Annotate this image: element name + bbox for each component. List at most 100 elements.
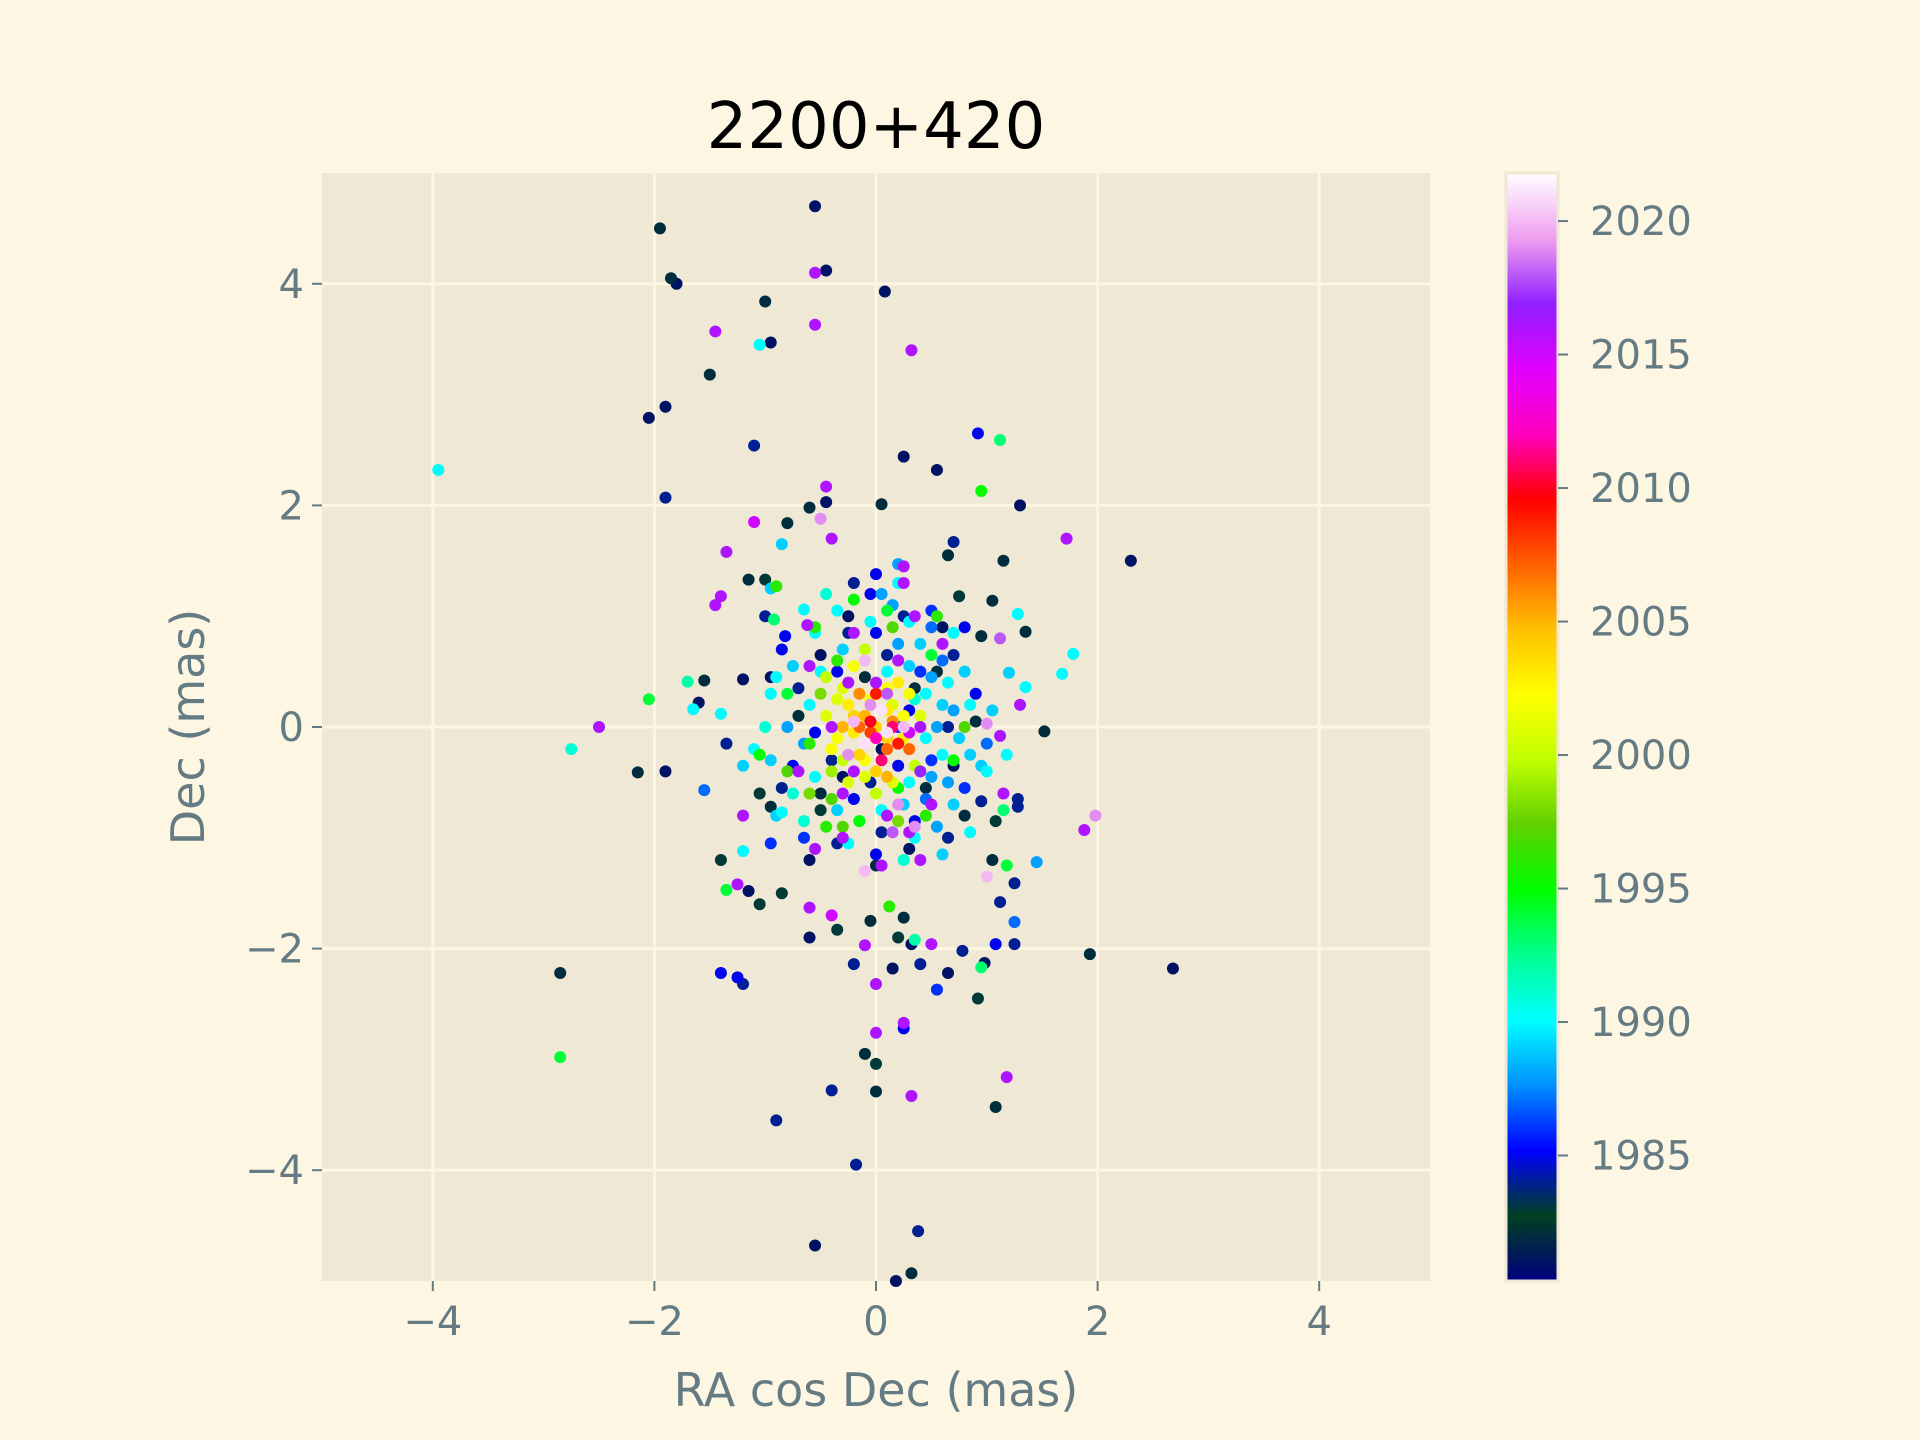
data-point bbox=[770, 580, 783, 593]
data-point bbox=[825, 765, 838, 778]
data-point bbox=[842, 776, 855, 789]
data-point bbox=[969, 687, 982, 700]
data-point bbox=[775, 806, 788, 819]
colorbar-tick-label: 1995 bbox=[1590, 867, 1692, 913]
data-point bbox=[925, 938, 938, 951]
scatter-points bbox=[432, 200, 1179, 1287]
data-point bbox=[786, 660, 799, 673]
data-point bbox=[814, 687, 827, 700]
data-point bbox=[989, 1101, 1002, 1114]
data-point bbox=[698, 784, 711, 797]
data-point bbox=[930, 721, 943, 733]
data-point bbox=[892, 637, 905, 650]
data-point bbox=[958, 721, 971, 733]
data-point bbox=[698, 674, 711, 687]
data-point bbox=[809, 1239, 822, 1252]
colorbar: 1985 1990 1995 2000 2005 2010 2015 2020 bbox=[1504, 171, 1692, 1283]
plot-area bbox=[322, 173, 1430, 1287]
data-point bbox=[709, 599, 722, 612]
x-tick-label: 0 bbox=[863, 1299, 888, 1345]
data-point bbox=[994, 434, 1007, 447]
data-point bbox=[1038, 725, 1051, 738]
data-point bbox=[925, 671, 938, 684]
data-point bbox=[803, 901, 816, 914]
data-point bbox=[942, 721, 955, 733]
data-point bbox=[905, 1089, 918, 1102]
data-point bbox=[881, 648, 894, 661]
data-point bbox=[803, 737, 816, 750]
data-point bbox=[847, 593, 860, 606]
colorbar-ticks: 1985 1990 1995 2000 2005 2010 2015 2020 bbox=[1558, 199, 1692, 1180]
y-tick-label: −4 bbox=[245, 1148, 304, 1194]
data-point bbox=[801, 619, 814, 632]
x-tick-label: −2 bbox=[625, 1299, 684, 1345]
data-point bbox=[768, 613, 781, 626]
data-point bbox=[748, 439, 761, 452]
data-point bbox=[764, 687, 777, 700]
data-point bbox=[803, 660, 816, 673]
data-point bbox=[936, 848, 949, 861]
data-point bbox=[850, 1158, 863, 1171]
x-tick-label: 2 bbox=[1085, 1299, 1110, 1345]
data-point bbox=[775, 538, 788, 551]
data-point bbox=[892, 815, 905, 828]
data-point bbox=[986, 594, 999, 607]
data-point bbox=[914, 637, 927, 650]
data-point bbox=[1002, 666, 1015, 679]
data-point bbox=[820, 264, 833, 277]
data-point bbox=[892, 759, 905, 772]
data-point bbox=[720, 737, 733, 750]
data-point bbox=[665, 272, 678, 285]
data-point bbox=[1067, 647, 1080, 660]
data-point bbox=[858, 643, 871, 656]
data-point bbox=[825, 743, 838, 756]
data-point bbox=[714, 590, 727, 603]
data-point bbox=[858, 939, 871, 952]
data-point bbox=[659, 400, 672, 413]
data-point bbox=[870, 626, 882, 639]
data-point bbox=[958, 665, 971, 678]
data-point bbox=[825, 721, 838, 733]
data-point bbox=[781, 721, 794, 733]
data-point bbox=[659, 765, 672, 778]
data-point bbox=[847, 958, 860, 971]
data-point bbox=[792, 709, 805, 722]
data-point bbox=[914, 721, 927, 733]
data-point bbox=[947, 704, 960, 717]
data-point bbox=[975, 630, 988, 643]
data-point bbox=[892, 798, 905, 811]
data-point bbox=[1019, 625, 1032, 638]
data-point bbox=[642, 693, 655, 706]
data-point bbox=[994, 729, 1007, 742]
x-axis-label: RA cos Dec (mas) bbox=[674, 1363, 1079, 1417]
data-point bbox=[820, 496, 833, 509]
data-point bbox=[803, 853, 816, 866]
colorbar-gradient bbox=[1504, 171, 1560, 1283]
data-point bbox=[809, 726, 822, 739]
data-point bbox=[797, 603, 810, 616]
data-point bbox=[975, 961, 988, 974]
data-point bbox=[942, 676, 955, 689]
data-point bbox=[831, 923, 844, 936]
data-point bbox=[781, 765, 794, 778]
data-point bbox=[864, 698, 877, 711]
data-point bbox=[881, 665, 894, 678]
data-point bbox=[883, 900, 896, 913]
data-point bbox=[1011, 800, 1024, 813]
data-point bbox=[908, 933, 921, 946]
data-point bbox=[964, 698, 977, 711]
data-point bbox=[971, 992, 984, 1005]
data-point bbox=[825, 1084, 838, 1097]
data-point bbox=[958, 621, 971, 634]
data-point bbox=[1014, 698, 1027, 711]
data-point bbox=[881, 604, 894, 617]
data-point bbox=[881, 809, 894, 822]
data-point bbox=[925, 798, 938, 811]
data-point bbox=[825, 909, 838, 922]
data-point bbox=[432, 463, 445, 476]
data-point bbox=[897, 450, 910, 463]
data-point bbox=[881, 687, 894, 700]
data-point bbox=[958, 781, 971, 794]
data-point bbox=[809, 842, 822, 855]
data-point bbox=[897, 911, 910, 924]
